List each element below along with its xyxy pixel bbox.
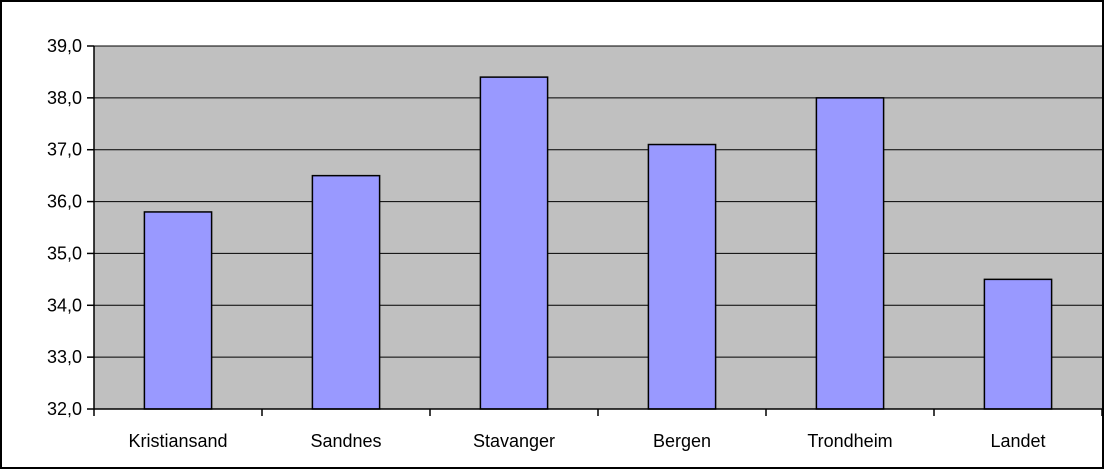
y-tick-label: 37,0 — [47, 140, 82, 160]
y-tick-label: 38,0 — [47, 88, 82, 108]
y-axis-ticks — [87, 45, 94, 410]
bar-stavanger — [479, 76, 549, 410]
bar-trondheim — [815, 97, 885, 410]
bars — [143, 76, 1053, 410]
bar-landet — [983, 278, 1053, 410]
bar-sandnes — [311, 174, 381, 410]
bar-bergen — [647, 143, 717, 410]
y-axis-tick-labels: 32,0 33,0 34,0 35,0 36,0 37,0 38,0 39,0 — [47, 36, 82, 419]
x-tick-label: Stavanger — [473, 431, 555, 451]
x-tick-label: Landet — [990, 431, 1045, 451]
gridlines — [94, 45, 1102, 358]
y-tick-label: 32,0 — [47, 399, 82, 419]
x-axis-ticks — [93, 409, 1103, 416]
y-tick-label: 35,0 — [47, 243, 82, 263]
y-tick-label: 34,0 — [47, 295, 82, 315]
bar-kristiansand — [143, 211, 213, 410]
x-tick-label: Sandnes — [310, 431, 381, 451]
x-tick-label: Trondheim — [807, 431, 892, 451]
y-tick-label: 33,0 — [47, 347, 82, 367]
plot-area — [94, 46, 1102, 409]
y-tick-label: 36,0 — [47, 192, 82, 212]
y-tick-label: 39,0 — [47, 36, 82, 56]
x-tick-label: Kristiansand — [128, 431, 227, 451]
x-tick-label: Bergen — [653, 431, 711, 451]
x-axis-tick-labels: Kristiansand Sandnes Stavanger Bergen Trondh… — [128, 431, 1045, 451]
